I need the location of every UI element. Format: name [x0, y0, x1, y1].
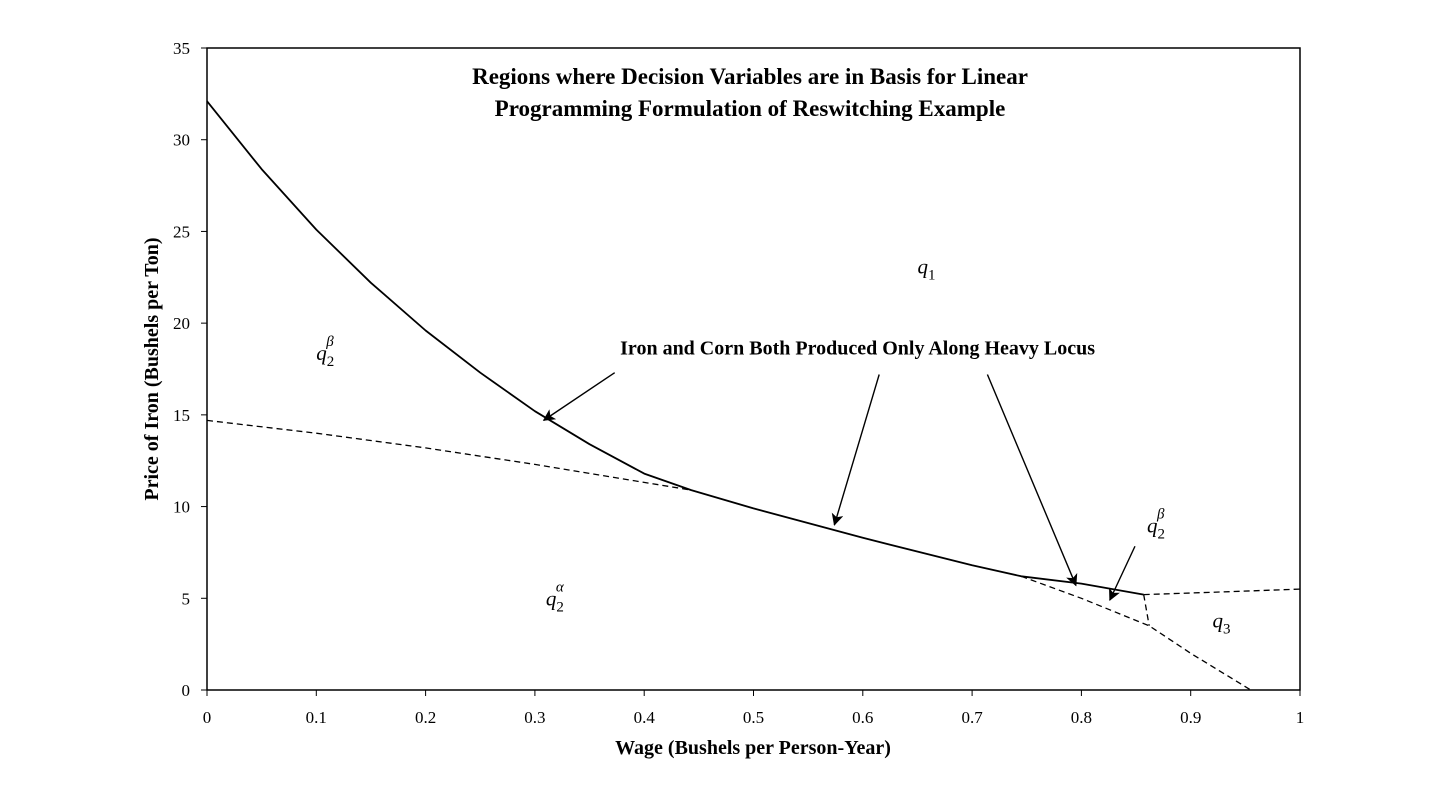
x-tick-label: 1: [1296, 708, 1305, 727]
x-tick-label: 0.1: [306, 708, 327, 727]
y-tick-label: 25: [173, 222, 190, 241]
series-heavy-locus: [206, 100, 1144, 596]
region-label-text: q3: [1213, 609, 1231, 638]
x-tick-label: 0.5: [743, 708, 764, 727]
x-tick-label: 0.3: [524, 708, 545, 727]
y-tick-label: 10: [173, 498, 190, 517]
x-tick-label: 0.6: [852, 708, 873, 727]
region-label-1: q1: [917, 255, 935, 284]
region-label-arrow: [1109, 545, 1136, 602]
x-tick-label: 0.9: [1180, 708, 1201, 727]
y-tick-label: 15: [173, 406, 190, 425]
x-tick-label: 0.4: [634, 708, 656, 727]
y-axis-ticks: 0 5 10 15 20 25 30 35: [173, 39, 207, 700]
series-layer: [206, 100, 1301, 691]
x-axis-title: Wage (Bushels per Person-Year): [615, 737, 891, 759]
y-tick-label: 35: [173, 39, 190, 58]
series-dashed-lower-right: [1021, 575, 1252, 691]
series-dashed-right-branch: [1143, 588, 1301, 596]
region-label-text: q2β: [316, 334, 334, 370]
annotation-arrow-3: [986, 374, 1078, 587]
region-layer: q1 q2β q2α q2β q3: [316, 255, 1230, 638]
x-tick-label: 0.2: [415, 708, 436, 727]
y-tick-label: 5: [182, 589, 191, 608]
annotation-arrow-1: [542, 372, 616, 421]
x-tick-label: 0.8: [1071, 708, 1092, 727]
chart-title: Regions where Decision Variables are in …: [472, 64, 1028, 121]
chart-title-line-1: Regions where Decision Variables are in …: [472, 64, 1028, 89]
region-label-2: q2β: [316, 334, 334, 370]
region-label-text: q2α: [546, 580, 565, 616]
region-label-text: q2β: [1147, 506, 1165, 542]
annotation-text: Iron and Corn Both Produced Only Along H…: [620, 337, 1095, 359]
region-label-3: q2α: [546, 580, 565, 616]
region-label-5: q3: [1213, 609, 1231, 638]
x-tick-label: 0.7: [961, 708, 983, 727]
y-tick-label: 30: [173, 131, 190, 150]
y-axis-title: Price of Iron (Bushels per Ton): [141, 237, 163, 500]
annotation-layer: Iron and Corn Both Produced Only Along H…: [542, 337, 1095, 587]
annotation-arrow-2: [831, 374, 880, 526]
series-dashed-vertical-split: [1143, 594, 1150, 626]
region-label-4: q2β: [1109, 506, 1165, 602]
y-tick-label: 20: [173, 314, 190, 333]
x-tick-label: 0: [203, 708, 212, 727]
y-tick-label: 0: [182, 681, 191, 700]
region-label-text: q1: [917, 255, 935, 284]
x-axis-ticks: 0 0.1 0.2 0.3 0.4 0.5 0.6 0.7 0.8 0.9 1: [203, 690, 1305, 727]
series-dashed-upper-left: [206, 419, 692, 491]
chart-title-line-2: Programming Formulation of Reswitching E…: [495, 96, 1006, 121]
